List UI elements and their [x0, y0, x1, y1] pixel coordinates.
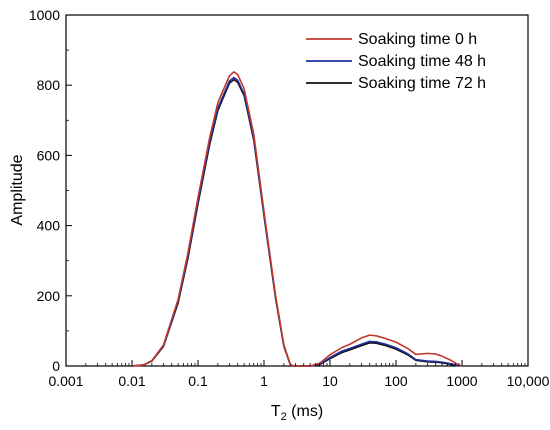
x-tick-label-3: 1 [260, 373, 268, 389]
x-axis-label-subscript: 2 [281, 411, 287, 423]
series-line-0 [131, 71, 463, 367]
legend: Soaking time 0 h Soaking time 48 h Soaking… [306, 31, 486, 92]
legend-label-0: Soaking time 0 h [358, 31, 477, 48]
y-tick-label-3: 600 [37, 147, 61, 163]
y-tick-label-5: 1000 [29, 7, 60, 23]
x-axis: 0.001 0.01 0.1 1 10 100 1000 10,000 [48, 360, 550, 389]
y-tick-label-1: 200 [37, 288, 61, 304]
x-axis-label-unit: (ms) [287, 403, 323, 420]
x-tick-label-5: 100 [384, 373, 408, 389]
x-tick-label-7: 10,000 [507, 373, 550, 389]
x-tick-label-2: 0.1 [188, 373, 208, 389]
x-axis-label: T2 (ms) [271, 403, 323, 423]
x-tick-label-4: 10 [322, 373, 338, 389]
x-axis-label-main: T [271, 403, 281, 420]
x-tick-label-6: 1000 [446, 373, 477, 389]
x-tick-label-0: 0.001 [48, 373, 83, 389]
series-layer [131, 71, 463, 367]
y-axis-label: Amplitude [9, 154, 26, 225]
plot-area [65, 14, 529, 367]
y-tick-label-4: 800 [37, 77, 61, 93]
x-tick-label-1: 0.01 [118, 373, 145, 389]
y-tick-label-0: 0 [52, 358, 60, 374]
y-axis: 0 200 400 600 800 1000 [29, 7, 72, 374]
y-tick-label-2: 400 [37, 218, 61, 234]
legend-label-2: Soaking time 72 h [358, 75, 486, 92]
legend-label-1: Soaking time 48 h [358, 53, 486, 70]
